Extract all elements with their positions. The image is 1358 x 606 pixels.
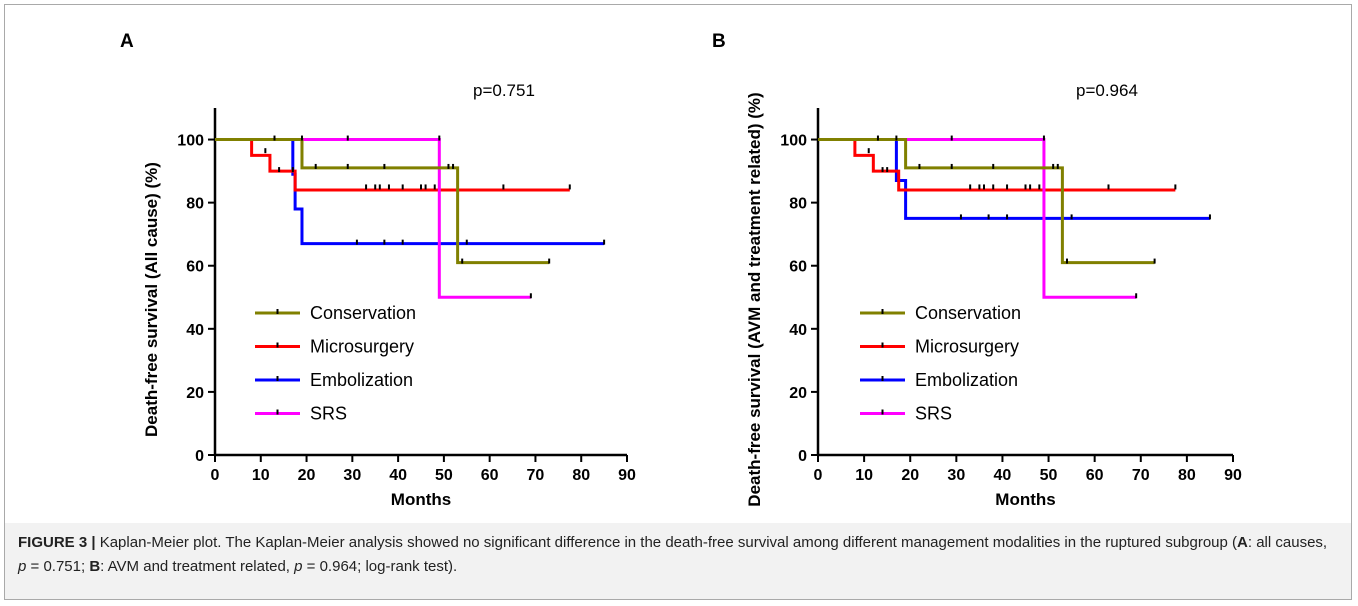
- x-tick-label: 40: [389, 467, 407, 484]
- panel-a: A 0 10 20 30 40 50 60 70 80 90 0 20 40 60 80 100 Months De…: [120, 31, 636, 509]
- x-tick-label: 40: [994, 467, 1012, 484]
- figure-caption: FIGURE 3 | Kaplan-Meier plot. The Kaplan…: [18, 531, 1338, 579]
- p-value-annotation: p=0.751: [473, 81, 535, 100]
- x-tick-label: 10: [855, 467, 873, 484]
- series-embolization: [818, 138, 1211, 220]
- y-tick-label: 20: [186, 385, 204, 402]
- legend-item-conservation: Conservation: [255, 303, 416, 323]
- survival-step-line: [215, 138, 550, 265]
- y-tick-label: 100: [780, 133, 807, 150]
- x-tick-label: 70: [1132, 467, 1150, 484]
- x-tick-label: 30: [343, 467, 361, 484]
- x-tick-label: 50: [1040, 467, 1058, 484]
- survival-step-line: [818, 138, 1137, 299]
- x-axis-title: Months: [995, 490, 1055, 509]
- legend-item-srs: SRS: [255, 404, 347, 424]
- x-tick-label: 90: [1224, 467, 1242, 484]
- x-tick-label: 60: [481, 467, 499, 484]
- y-tick-label: 40: [789, 322, 807, 339]
- legend-item-microsurgery: Microsurgery: [860, 337, 1019, 357]
- panel-b: B 0 10 20 30 40 50 60 70 80 90 0 20 40 60 80 100 Months De…: [712, 31, 1242, 509]
- caption-text-5: = 0.964; log-rank test).: [302, 558, 458, 575]
- x-tick-label: 20: [298, 467, 316, 484]
- panel-letter: A: [120, 31, 134, 52]
- legend-label: SRS: [915, 404, 952, 424]
- y-tick-label: 40: [186, 322, 204, 339]
- legend-item-conservation: Conservation: [860, 303, 1021, 323]
- survival-step-line: [818, 138, 1155, 265]
- legend-label: Embolization: [310, 370, 413, 390]
- legend-label: Microsurgery: [310, 337, 414, 357]
- y-tick-label: 0: [195, 448, 204, 465]
- caption-p-symbol-1: p: [18, 558, 27, 575]
- x-tick-label: 0: [814, 467, 823, 484]
- caption-text-4: : AVM and treatment related,: [100, 558, 295, 575]
- y-tick-label: 60: [789, 259, 807, 276]
- x-tick-label: 10: [252, 467, 270, 484]
- caption-b-label: B: [89, 558, 101, 575]
- x-tick-label: 60: [1086, 467, 1104, 484]
- caption-background: [5, 523, 1351, 599]
- y-axis-title: Death-free survival (All cause) (%): [142, 162, 161, 437]
- panel-letter: B: [712, 31, 726, 52]
- x-tick-label: 80: [572, 467, 590, 484]
- x-tick-label: 20: [901, 467, 919, 484]
- series-conservation: [818, 135, 1156, 265]
- x-tick-label: 80: [1178, 467, 1196, 484]
- legend-item-embolization: Embolization: [860, 370, 1018, 390]
- caption-text-3: = 0.751;: [26, 558, 90, 575]
- legend-label: SRS: [310, 404, 347, 424]
- y-tick-label: 0: [798, 448, 807, 465]
- legend-item-srs: SRS: [860, 404, 952, 424]
- figure-chart-svg: A0 10 20 30 40 50 60 70 80 90020406080100MonthsDe…: [120, 31, 1242, 509]
- x-axis-title: Months: [391, 490, 451, 509]
- y-tick-label: 20: [789, 385, 807, 402]
- survival-step-line: [215, 138, 605, 246]
- p-value-annotation: p=0.964: [1076, 81, 1138, 100]
- y-tick-label: 60: [186, 259, 204, 276]
- caption-a-label: A: [1237, 534, 1248, 551]
- figure-frame: [4, 4, 1352, 600]
- caption-text-1: Kaplan-Meier plot. The Kaplan-Meier anal…: [95, 534, 1238, 551]
- y-tick-label: 80: [789, 196, 807, 213]
- series-srs: [818, 135, 1138, 299]
- caption-text-2: : all causes,: [1247, 534, 1328, 551]
- legend-label: Embolization: [915, 370, 1018, 390]
- legend-item-microsurgery: Microsurgery: [255, 337, 414, 357]
- series-conservation: [215, 135, 551, 265]
- survival-step-line: [818, 138, 1176, 192]
- caption-figure-label: FIGURE 3 |: [18, 534, 96, 551]
- x-tick-label: 90: [618, 467, 636, 484]
- legend-label: Conservation: [915, 303, 1021, 323]
- legend-item-embolization: Embolization: [255, 370, 413, 390]
- legend-label: Conservation: [310, 303, 416, 323]
- series-microsurgery: [215, 138, 571, 192]
- x-tick-label: 50: [435, 467, 453, 484]
- y-tick-label: 100: [177, 133, 204, 150]
- caption-p-symbol-2: p: [294, 558, 303, 575]
- x-tick-label: 0: [211, 467, 220, 484]
- x-tick-label: 30: [947, 467, 965, 484]
- series-embolization: [215, 138, 606, 246]
- survival-step-line: [215, 138, 531, 299]
- y-axis-title: Death-free survival (AVM and treatment r…: [745, 92, 764, 506]
- series-srs: [215, 135, 532, 299]
- legend-label: Microsurgery: [915, 337, 1019, 357]
- survival-step-line: [215, 138, 570, 192]
- series-microsurgery: [818, 138, 1177, 192]
- survival-step-line: [818, 138, 1210, 220]
- y-tick-label: 80: [186, 196, 204, 213]
- x-tick-label: 70: [527, 467, 545, 484]
